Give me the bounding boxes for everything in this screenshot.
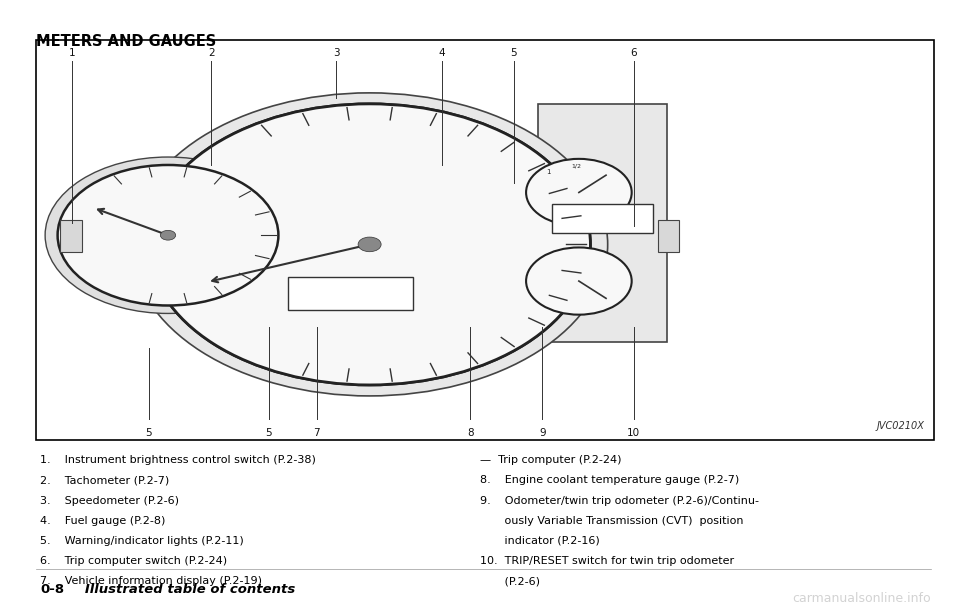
Text: carmanualsonline.info: carmanualsonline.info xyxy=(793,592,931,605)
Text: 5: 5 xyxy=(511,48,516,58)
Text: 3: 3 xyxy=(333,48,339,58)
Circle shape xyxy=(526,159,632,226)
Circle shape xyxy=(45,157,291,313)
Text: 2.    Tachometer (P.2-7): 2. Tachometer (P.2-7) xyxy=(40,475,170,485)
Text: 6: 6 xyxy=(631,48,636,58)
Text: 6.    Trip computer switch (P.2-24): 6. Trip computer switch (P.2-24) xyxy=(40,556,228,566)
Circle shape xyxy=(132,93,608,396)
Text: 0-8: 0-8 xyxy=(40,583,64,596)
Text: ously Variable Transmission (CVT)  position: ously Variable Transmission (CVT) positi… xyxy=(480,516,743,525)
Text: JVC0210X: JVC0210X xyxy=(876,421,924,431)
Text: 8: 8 xyxy=(468,428,473,437)
Bar xyxy=(552,204,653,233)
Text: 1.    Instrument brightness control switch (P.2-38): 1. Instrument brightness control switch … xyxy=(40,455,316,465)
Circle shape xyxy=(358,237,381,252)
Text: 5.    Warning/indicator lights (P.2-11): 5. Warning/indicator lights (P.2-11) xyxy=(40,536,244,546)
Text: Illustrated table of contents: Illustrated table of contents xyxy=(71,583,296,596)
Text: 10: 10 xyxy=(627,428,640,437)
Circle shape xyxy=(58,165,278,306)
Bar xyxy=(288,277,413,310)
Text: —  Trip computer (P.2-24): — Trip computer (P.2-24) xyxy=(480,455,621,465)
Bar xyxy=(36,40,934,440)
Text: 9.    Odometer/twin trip odometer (P.2-6)/Continu-: 9. Odometer/twin trip odometer (P.2-6)/C… xyxy=(480,496,759,505)
Text: 1: 1 xyxy=(69,48,75,58)
Text: 9: 9 xyxy=(540,428,545,437)
Text: 1: 1 xyxy=(546,169,550,175)
Text: 1/2: 1/2 xyxy=(571,164,581,169)
Text: 5: 5 xyxy=(146,428,152,437)
Circle shape xyxy=(526,247,632,315)
Circle shape xyxy=(149,104,590,385)
Text: 10.  TRIP/RESET switch for twin trip odometer: 10. TRIP/RESET switch for twin trip odom… xyxy=(480,556,734,566)
Text: 3.    Speedometer (P.2-6): 3. Speedometer (P.2-6) xyxy=(40,496,180,505)
Text: 4.    Fuel gauge (P.2-8): 4. Fuel gauge (P.2-8) xyxy=(40,516,166,525)
Text: (P.2-6): (P.2-6) xyxy=(480,576,540,586)
Text: 7: 7 xyxy=(314,428,320,437)
Text: METERS AND GAUGES: METERS AND GAUGES xyxy=(36,34,217,49)
Text: 2: 2 xyxy=(208,48,214,58)
Text: 5: 5 xyxy=(266,428,272,437)
Bar xyxy=(658,220,679,252)
Bar xyxy=(60,220,82,252)
Circle shape xyxy=(160,230,176,240)
Circle shape xyxy=(149,104,590,385)
Text: 8.    Engine coolant temperature gauge (P.2-7): 8. Engine coolant temperature gauge (P.2… xyxy=(480,475,739,485)
Text: indicator (P.2-16): indicator (P.2-16) xyxy=(480,536,600,546)
Bar xyxy=(538,104,667,342)
Text: 4: 4 xyxy=(439,48,444,58)
Text: 7.    Vehicle information display (P.2-19): 7. Vehicle information display (P.2-19) xyxy=(40,576,262,586)
